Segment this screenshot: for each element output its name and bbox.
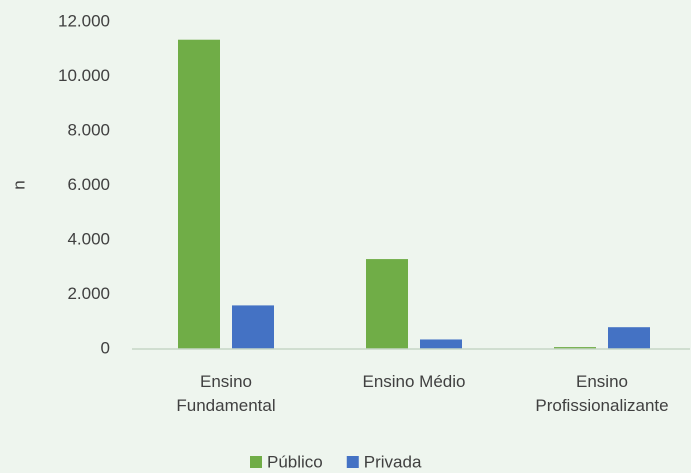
y-tick-label: 12.000 [58, 11, 110, 30]
bar [366, 259, 408, 349]
bar [554, 347, 596, 349]
y-axis-label: n [9, 180, 28, 189]
y-tick-label: 10.000 [58, 66, 110, 85]
bar [608, 327, 650, 349]
legend-swatch [346, 456, 359, 468]
y-tick-label: 2.000 [67, 284, 110, 303]
legend-label: Privada [364, 452, 422, 471]
bar [420, 339, 462, 349]
x-tick-label: Ensino Fundamental [176, 372, 276, 415]
legend-label: Público [267, 452, 323, 471]
y-tick-label: 0 [101, 338, 110, 357]
x-tick-label: Ensino Profissionalizante [535, 372, 669, 415]
y-tick-label: 6.000 [67, 175, 110, 194]
y-tick-label: 8.000 [67, 120, 110, 139]
bar [232, 305, 274, 349]
x-tick-label: Ensino Médio [362, 372, 466, 391]
bar [178, 39, 220, 350]
legend-swatch [250, 456, 262, 468]
y-tick-label: 4.000 [67, 229, 110, 248]
